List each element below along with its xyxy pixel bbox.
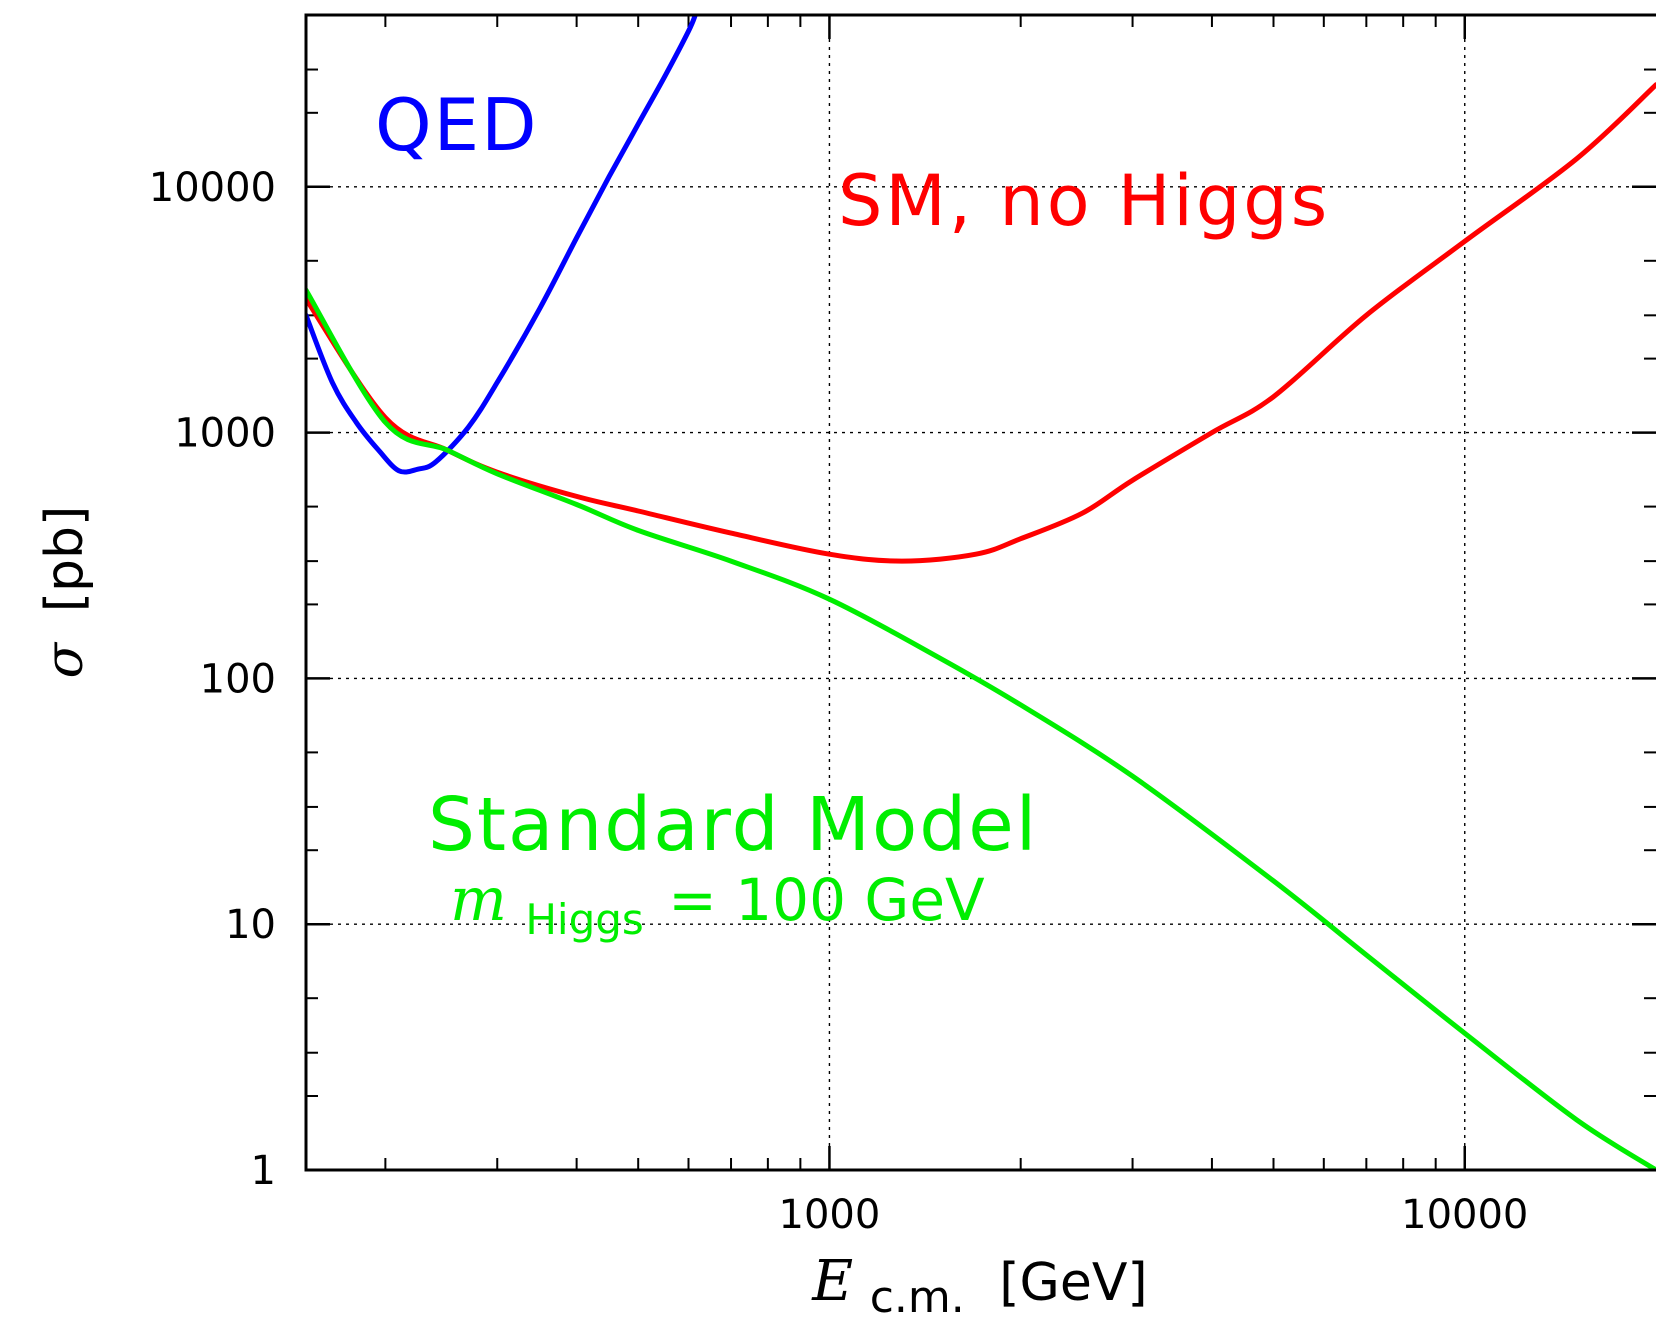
higgs-mass-symbol: m xyxy=(450,865,507,935)
y-axis-unit: [pb] xyxy=(35,506,95,613)
y-tick-label: 1 xyxy=(251,1148,276,1194)
series-lines xyxy=(306,15,1656,1170)
x-axis-subscript: c.m. xyxy=(870,1272,965,1323)
higgs-mass-value: = 100 GeV xyxy=(668,866,985,934)
y-axis-label: σ [pb] xyxy=(35,506,96,679)
minor-ticks xyxy=(306,15,1656,1172)
x-axis-label: E c.m. [GeV] xyxy=(811,1249,1147,1325)
grid-lines xyxy=(306,15,1656,1170)
annotation-qed: QED xyxy=(375,83,539,167)
series-line-standard-model xyxy=(306,287,1656,1170)
y-tick-label: 10 xyxy=(225,902,276,948)
plot-frame xyxy=(304,13,1656,1172)
x-tick-label: 10000 xyxy=(1401,1192,1528,1238)
y-tick-label: 10000 xyxy=(149,165,276,211)
annotation-higgs-mass: m Higgs = 100 GeV xyxy=(450,865,985,948)
x-axis-symbol: E xyxy=(811,1249,853,1314)
annotation-standard-model: Standard Model xyxy=(428,782,1038,868)
y-tick-label: 1000 xyxy=(174,411,276,457)
y-tick-label: 100 xyxy=(200,656,276,702)
tick-labels: 1000 10000 1 10 100 1000 10000 xyxy=(149,165,1529,1238)
svg-text:σ [pb]: σ [pb] xyxy=(35,506,96,679)
series-line-qed xyxy=(306,15,698,475)
annotation-sm-no-higgs: SM, no Higgs xyxy=(838,160,1330,242)
higgs-mass-subscript: Higgs xyxy=(525,895,643,944)
x-axis-unit: [GeV] xyxy=(999,1253,1147,1313)
y-axis-symbol: σ xyxy=(35,641,95,678)
x-tick-label: 1000 xyxy=(779,1192,881,1238)
